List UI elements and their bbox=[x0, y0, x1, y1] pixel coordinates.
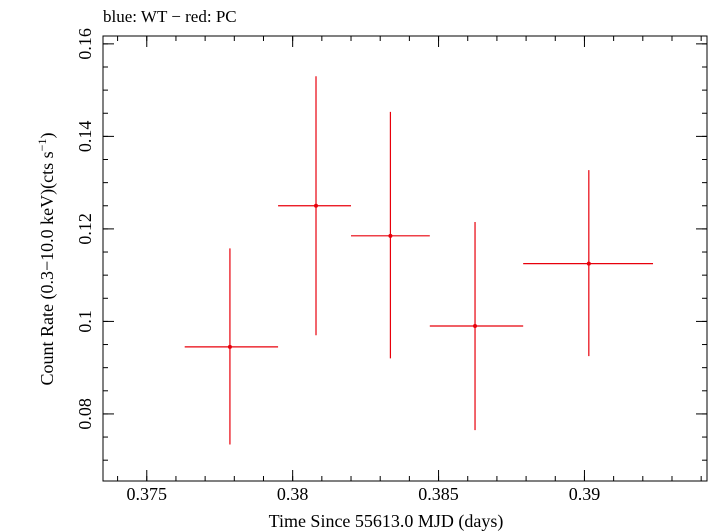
data-marker bbox=[586, 261, 591, 266]
chart-title: blue: WT − red: PC bbox=[103, 7, 237, 26]
y-tick-label: 0.08 bbox=[75, 398, 95, 430]
data-marker bbox=[473, 324, 478, 329]
data-point bbox=[278, 76, 352, 336]
data-marks bbox=[184, 76, 654, 445]
x-tick-label: 0.385 bbox=[418, 484, 459, 504]
y-axis-label-superscript: −1 bbox=[35, 139, 49, 152]
data-point bbox=[523, 170, 654, 357]
data-marker bbox=[314, 203, 319, 208]
x-axis-label: Time Since 55613.0 MJD (days) bbox=[269, 511, 504, 532]
y-tick-label: 0.14 bbox=[75, 121, 95, 153]
plot-frame bbox=[102, 35, 708, 482]
y-axis-label-end: ) bbox=[37, 133, 58, 139]
x-tick-label: 0.39 bbox=[569, 484, 601, 504]
y-tick-label: 0.12 bbox=[75, 213, 95, 245]
y-tick-label: 0.1 bbox=[75, 310, 95, 333]
x-tick-label: 0.375 bbox=[127, 484, 168, 504]
data-point bbox=[429, 221, 524, 431]
y-tick-label: 0.16 bbox=[75, 28, 95, 60]
axes: 0.375 0.38 0.385 0.39 0.08 0.1 0.12 0.14 0.16 bbox=[75, 28, 707, 504]
data-marker bbox=[388, 233, 393, 238]
y-axis-label: Count Rate (0.3−10.0 keV)(cts s−1) bbox=[35, 133, 58, 386]
x-tick-label: 0.38 bbox=[277, 484, 309, 504]
data-point bbox=[184, 248, 279, 445]
y-axis-label-main: Count Rate (0.3−10.0 keV)(cts s bbox=[37, 151, 58, 385]
data-marker bbox=[227, 344, 232, 349]
data-point bbox=[351, 111, 430, 359]
